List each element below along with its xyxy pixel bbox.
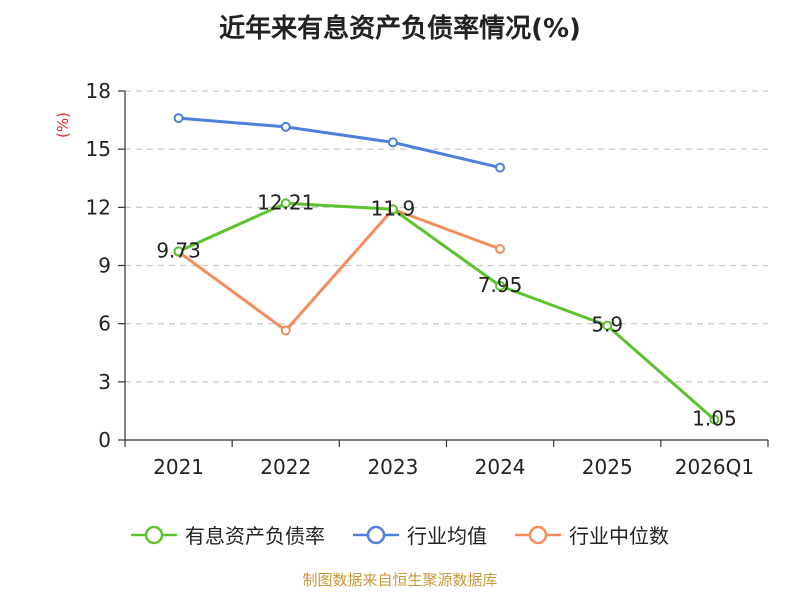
legend: 有息资产负债率 行业均值 行业中位数 bbox=[0, 520, 800, 549]
data-label: 1.05 bbox=[692, 407, 737, 431]
data-point-1 bbox=[495, 162, 506, 173]
data-point-0 bbox=[602, 320, 613, 331]
data-point-2 bbox=[495, 244, 506, 255]
data-label: 7.95 bbox=[478, 273, 523, 297]
data-point-2 bbox=[280, 325, 291, 336]
data-point-0 bbox=[495, 280, 506, 291]
data-point-1 bbox=[280, 121, 291, 132]
legend-label-industry-mean: 行业均值 bbox=[407, 524, 487, 548]
legend-label-industry-median: 行业中位数 bbox=[569, 524, 669, 548]
y-tick-label: 12 bbox=[86, 195, 111, 219]
data-source-note: 制图数据来自恒生聚源数据库 bbox=[302, 571, 498, 589]
x-tick-label: 2022 bbox=[260, 455, 311, 479]
legend-item-industry-median[interactable]: 行业中位数 bbox=[515, 520, 669, 549]
y-tick-label: 9 bbox=[98, 254, 111, 278]
data-label: 5.9 bbox=[591, 313, 623, 337]
chart-title: 近年来有息资产负债率情况(%) bbox=[219, 14, 581, 44]
legend-item-debt-ratio[interactable]: 有息资产负债率 bbox=[131, 520, 325, 549]
y-tick-label: 18 bbox=[86, 79, 111, 103]
data-point-1 bbox=[173, 113, 184, 124]
x-tick-label: 2024 bbox=[475, 455, 526, 479]
data-point-1 bbox=[387, 137, 398, 148]
data-point-0 bbox=[173, 246, 184, 257]
legend-item-industry-mean[interactable]: 行业均值 bbox=[353, 520, 487, 549]
legend-swatch-industry-median bbox=[515, 525, 561, 544]
x-tick-label: 2023 bbox=[367, 455, 418, 479]
series-line-0 bbox=[177, 201, 716, 421]
y-tick-label: 15 bbox=[86, 137, 111, 161]
y-tick-label: 6 bbox=[98, 312, 111, 336]
data-label: 11.9 bbox=[371, 196, 416, 220]
x-tick-label: 2021 bbox=[153, 455, 204, 479]
data-point-0 bbox=[709, 414, 720, 425]
legend-swatch-debt-ratio bbox=[131, 525, 177, 544]
line-chart: 0 3 6 9 12 15 18 (%) 2021 2022 2023 2024 2025 2026Q1 9… bbox=[54, 79, 769, 479]
x-tick-label: 2026Q1 bbox=[675, 455, 754, 479]
y-axis-label: (%) bbox=[54, 112, 72, 138]
data-point-0 bbox=[387, 204, 398, 215]
series-line-2 bbox=[177, 207, 501, 332]
data-label: 12.21 bbox=[257, 190, 314, 214]
data-label: 9.73 bbox=[156, 238, 201, 262]
y-tick-label: 3 bbox=[98, 370, 111, 394]
legend-label-debt-ratio: 有息资产负债率 bbox=[185, 524, 325, 548]
x-tick-label: 2025 bbox=[582, 455, 633, 479]
series-line-1 bbox=[178, 116, 501, 170]
data-point-0 bbox=[280, 198, 291, 209]
y-tick-label: 0 bbox=[98, 428, 111, 452]
legend-swatch-industry-mean bbox=[353, 525, 399, 544]
